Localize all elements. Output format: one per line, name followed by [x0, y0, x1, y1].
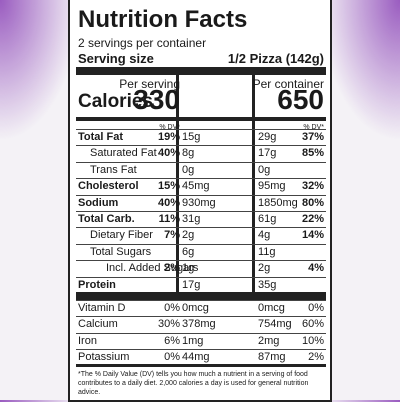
- row-rule: [76, 243, 326, 245]
- servings: 2 servings per container: [78, 36, 207, 50]
- row-rule: [76, 194, 326, 196]
- nutrient-name: Saturated Fat: [90, 147, 157, 160]
- nutrient-name: Calcium: [78, 318, 118, 331]
- thick-rule: [76, 292, 326, 300]
- amount: 8g: [182, 147, 195, 160]
- daily-value: 40%: [157, 196, 180, 209]
- amount: 44mg: [182, 351, 210, 364]
- row-rule: [76, 276, 326, 278]
- daily-value: 60%: [301, 318, 324, 331]
- nutrient-name: Total Sugars: [90, 245, 152, 258]
- daily-value: 14%: [301, 229, 324, 242]
- footnote: *The % Daily Value (DV) tells you how mu…: [78, 371, 309, 396]
- thick-rule: [76, 117, 326, 121]
- amount: 0g: [182, 163, 195, 176]
- amount: 0mcg: [258, 302, 285, 314]
- amount: 2g: [258, 262, 271, 275]
- amount: 31g: [182, 213, 201, 225]
- nutrient-name: Protein: [78, 278, 116, 291]
- daily-value: 6%: [164, 334, 180, 347]
- amount: 378mg: [182, 318, 216, 331]
- daily-value: 2%: [308, 351, 324, 364]
- amount: 2mg: [258, 334, 280, 347]
- amount: 4g: [258, 229, 271, 242]
- column-header: Per container: [252, 77, 324, 91]
- row-rule: [76, 145, 326, 147]
- nutrient-name: Trans Fat: [90, 163, 137, 176]
- amount: 17g: [258, 147, 277, 160]
- daily-value: 19%: [157, 131, 180, 143]
- amount: 2g: [182, 229, 195, 242]
- row-rule: [76, 129, 326, 130]
- serving-size: 1/2 Pizza (142g): [227, 51, 324, 66]
- daily-value: 4%: [308, 262, 324, 275]
- nutrient-name: Iron: [78, 334, 97, 347]
- amount: 930mg: [182, 196, 216, 209]
- serving-size-label: Serving size: [78, 51, 154, 66]
- row-rule: [76, 260, 326, 262]
- dv-header: % DV*: [303, 124, 324, 131]
- daily-value: 15%: [157, 180, 180, 193]
- thick-rule: [76, 67, 326, 75]
- amount: 11g: [258, 245, 276, 258]
- amount: 0g: [258, 163, 271, 176]
- calories-value: 650: [277, 84, 324, 115]
- daily-value: 0%: [308, 302, 324, 314]
- nutrient-name: Cholesterol: [78, 180, 139, 193]
- title: Nutrition Facts: [78, 6, 248, 33]
- daily-value: 32%: [301, 180, 324, 193]
- amount: 1g: [182, 262, 195, 275]
- nutrient-name: Incl. Added Sugars: [106, 262, 199, 275]
- row-rule: [76, 316, 326, 318]
- row-rule: [76, 300, 326, 301]
- daily-value: 22%: [301, 213, 324, 225]
- thick-rule: [76, 364, 326, 367]
- daily-value: 0%: [164, 351, 180, 364]
- nutrient-name: Total Carb.: [78, 213, 135, 225]
- column-rule: [176, 75, 179, 299]
- nutrient-name: Dietary Fiber: [90, 229, 153, 242]
- row-rule: [76, 178, 326, 180]
- amount: 17g: [182, 278, 201, 291]
- amount: 754mg: [258, 318, 292, 331]
- daily-value: 0%: [164, 302, 180, 314]
- nutrient-name: Sodium: [78, 196, 119, 209]
- row-rule: [76, 211, 326, 212]
- amount: 0mcg: [182, 302, 209, 314]
- amount: 15g: [182, 131, 201, 143]
- daily-value: 40%: [157, 147, 180, 160]
- nutrition-label: Nutrition Facts 2 servings per container…: [68, 0, 332, 402]
- daily-value: 11%: [158, 213, 180, 225]
- amount: 87mg: [258, 351, 286, 364]
- nutrient-name: Potassium: [78, 351, 130, 364]
- daily-value: 2%: [164, 262, 180, 275]
- amount: 95mg: [258, 180, 286, 193]
- amount: 1mg: [182, 334, 204, 347]
- amount: 1850mg: [258, 196, 298, 209]
- row-rule: [76, 332, 326, 334]
- daily-value: 10%: [301, 334, 324, 347]
- calories-label: Calories: [78, 91, 153, 112]
- row-rule: [76, 349, 326, 351]
- amount: 29g: [258, 131, 277, 143]
- dv-header: % DV*: [159, 124, 180, 131]
- amount: 35g: [258, 278, 277, 291]
- amount: 6g: [182, 245, 195, 258]
- column-header: Per serving: [119, 77, 180, 91]
- calories-value: 330: [133, 84, 180, 115]
- row-rule: [76, 227, 326, 229]
- daily-value: 7%: [164, 229, 180, 242]
- daily-value: 37%: [301, 131, 324, 143]
- nutrient-name: Vitamin D: [78, 302, 126, 314]
- daily-value: 30%: [157, 318, 180, 331]
- daily-value: 80%: [301, 196, 324, 209]
- nutrient-name: Total Fat: [78, 131, 124, 143]
- amount: 45mg: [182, 180, 210, 193]
- daily-value: 85%: [301, 147, 324, 160]
- row-rule: [76, 161, 326, 163]
- amount: 61g: [258, 213, 277, 225]
- column-rule: [252, 75, 255, 299]
